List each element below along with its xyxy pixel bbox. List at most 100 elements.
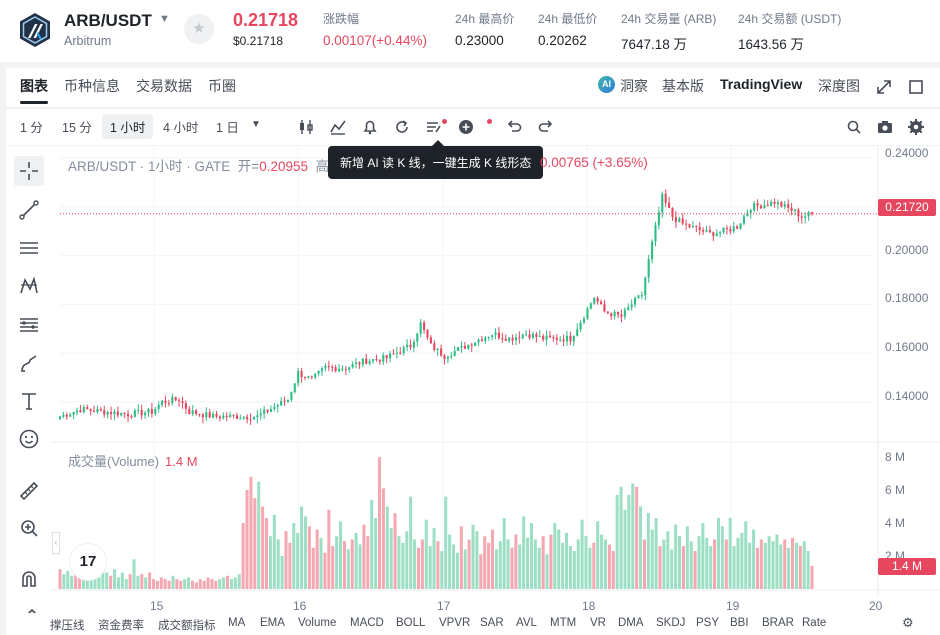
timeframe-1m[interactable]: 1 分 <box>20 121 43 135</box>
indicator-avl[interactable]: AVL <box>516 617 537 629</box>
indicator-brar[interactable]: BRAR <box>762 617 794 629</box>
collapse-sidebar-button[interactable]: ‹ <box>52 532 60 554</box>
timeframe-15m[interactable]: 15 分 <box>62 121 92 135</box>
candle-body <box>525 334 528 336</box>
camera-icon[interactable] <box>875 117 895 137</box>
ai-insight-icon[interactable]: AI <box>598 76 615 93</box>
redo-icon[interactable] <box>536 117 556 137</box>
price-chart[interactable]: ARB/USDT · 1小时 · GATE 开=0.20955 高 新增 AI … <box>52 140 940 635</box>
y-axis-label: 0.24000 <box>885 146 929 160</box>
fullscreen-icon[interactable] <box>874 77 894 97</box>
brush-tool-icon[interactable] <box>14 348 44 378</box>
tab-tradingview[interactable]: TradingView <box>720 76 803 92</box>
timeframe-1h[interactable]: 1 小时 <box>102 114 154 139</box>
magnet-icon[interactable] <box>14 564 44 594</box>
tab-depth[interactable]: 深度图 <box>818 78 860 94</box>
tab-chart[interactable]: 图表 <box>20 78 48 94</box>
popout-window-icon[interactable] <box>906 77 926 97</box>
indicator-vr[interactable]: VR <box>590 617 606 629</box>
pattern-tool-icon[interactable] <box>14 271 44 301</box>
pair-full-name: Arbitrum <box>64 34 112 48</box>
candle-body <box>589 303 592 309</box>
timeframe-1d[interactable]: 1 日 <box>216 121 239 135</box>
horizontal-lines-tool-icon[interactable] <box>14 233 44 263</box>
volume-bar <box>806 551 810 589</box>
indicator-资金费率[interactable]: 资金费率 <box>98 620 144 632</box>
candle-body <box>212 413 215 418</box>
volume-bar <box>424 519 428 589</box>
pair-dropdown-icon[interactable]: ▼ <box>159 13 170 25</box>
candle-body <box>739 223 742 229</box>
indicator-vpvr[interactable]: VPVR <box>439 617 471 629</box>
replay-icon[interactable] <box>392 117 412 137</box>
volume-bar <box>545 554 549 589</box>
volume-bar <box>565 532 569 589</box>
zoom-in-icon[interactable] <box>14 513 44 543</box>
crosshair-tool-icon[interactable] <box>14 156 44 186</box>
indicator-mtm[interactable]: MTM <box>550 617 577 629</box>
candle-type-icon[interactable] <box>296 117 316 137</box>
candle-body <box>528 334 531 338</box>
volume-bar <box>759 539 763 589</box>
indicator-sar[interactable]: SAR <box>480 617 504 629</box>
text-tool-icon[interactable] <box>14 386 44 416</box>
candle-body <box>123 412 126 414</box>
tab-insight[interactable]: 洞察 <box>620 78 648 94</box>
candle-body <box>732 226 735 232</box>
stat-label: 涨跌幅 <box>323 12 360 26</box>
indicator-psy[interactable]: PSY <box>696 617 720 629</box>
ruler-tool-icon[interactable] <box>14 476 44 506</box>
candle-body <box>358 362 361 365</box>
tradingview-logo: 17 <box>70 544 106 580</box>
indicator-ema[interactable]: EMA <box>260 617 285 629</box>
undo-icon[interactable] <box>504 117 524 137</box>
indicator-boll[interactable]: BOLL <box>396 617 426 629</box>
indicators-icon[interactable] <box>328 117 348 137</box>
tab-basic[interactable]: 基本版 <box>662 78 704 94</box>
indicator-ma[interactable]: MA <box>228 617 246 629</box>
indicator-macd[interactable]: MACD <box>350 617 384 629</box>
candle-body <box>297 370 300 384</box>
trend-line-tool-icon[interactable] <box>14 195 44 225</box>
candlestick-chart-canvas[interactable] <box>52 146 940 635</box>
candle-body <box>753 203 756 211</box>
candle-body <box>130 416 133 418</box>
volume-bar <box>416 547 420 589</box>
favorite-star-icon[interactable]: ★ <box>184 14 214 44</box>
indicator-skdj[interactable]: SKDJ <box>656 617 686 629</box>
pair-symbol[interactable]: ARB/USDT <box>64 11 152 30</box>
candle-body <box>147 408 150 413</box>
stat-value: 0.20262 <box>538 33 587 48</box>
volume-bar <box>787 547 791 589</box>
tab-community[interactable]: 币圈 <box>208 78 236 94</box>
tab-coin-info[interactable]: 币种信息 <box>64 78 120 94</box>
ai-pattern-icon[interactable] <box>424 117 444 137</box>
candle-body <box>266 409 269 412</box>
timeframe-4h[interactable]: 4 小时 <box>163 121 199 135</box>
indicator-volume[interactable]: Volume <box>298 617 337 629</box>
indicator-撑压线[interactable]: 撑压线 <box>50 620 85 632</box>
volume-bar <box>436 541 440 589</box>
ai-kline-tooltip[interactable]: 新增 AI 读 K 线，一键生成 K 线形态 <box>328 140 544 179</box>
indicator-settings-icon[interactable]: ⚙ <box>902 615 914 630</box>
settings-gear-icon[interactable] <box>906 117 926 137</box>
indicator-rate[interactable]: Rate <box>802 617 827 629</box>
search-icon[interactable] <box>844 117 864 137</box>
candle-body <box>623 309 626 317</box>
candle-body <box>307 376 310 378</box>
volume-bar <box>303 516 307 589</box>
indicator-bbi[interactable]: BBI <box>730 617 749 629</box>
indicator-成交额指标[interactable]: 成交额指标 <box>158 620 216 632</box>
alert-bell-icon[interactable] <box>360 117 380 137</box>
fibonacci-tool-icon[interactable] <box>14 310 44 340</box>
volume-bar <box>128 574 132 589</box>
volume-bar <box>179 580 183 589</box>
timeframe-dropdown-icon[interactable]: ▼ <box>251 119 261 130</box>
add-compare-icon[interactable] <box>456 117 476 137</box>
emoji-tool-icon[interactable] <box>14 424 44 454</box>
candle-body <box>702 230 705 232</box>
volume-bar <box>670 549 674 589</box>
volume-bar <box>584 536 588 589</box>
tab-trading-data[interactable]: 交易数据 <box>136 78 192 94</box>
indicator-dma[interactable]: DMA <box>618 617 644 629</box>
